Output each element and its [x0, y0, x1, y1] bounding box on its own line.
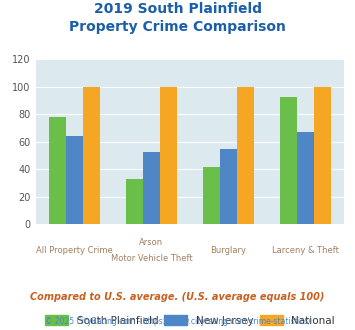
Text: Arson: Arson — [139, 238, 163, 247]
Bar — [203, 167, 220, 224]
Bar — [83, 87, 100, 224]
Text: Larceny & Theft: Larceny & Theft — [272, 246, 339, 255]
Legend: South Plainfield, New Jersey, National: South Plainfield, New Jersey, National — [45, 315, 334, 326]
Text: © 2025 CityRating.com - https://www.cityrating.com/crime-statistics/: © 2025 CityRating.com - https://www.city… — [45, 317, 310, 326]
Text: 2019 South Plainfield: 2019 South Plainfield — [93, 2, 262, 16]
Bar — [49, 117, 66, 224]
Bar — [143, 151, 160, 224]
Bar — [314, 87, 331, 224]
Bar — [297, 132, 314, 224]
Bar — [220, 149, 237, 224]
Text: Burglary: Burglary — [211, 246, 246, 255]
Bar — [160, 87, 177, 224]
Bar — [126, 179, 143, 224]
Text: All Property Crime: All Property Crime — [36, 246, 113, 255]
Bar — [280, 96, 297, 224]
Text: Motor Vehicle Theft: Motor Vehicle Theft — [110, 254, 192, 263]
Bar — [66, 136, 83, 224]
Text: Compared to U.S. average. (U.S. average equals 100): Compared to U.S. average. (U.S. average … — [30, 292, 325, 302]
Bar — [237, 87, 254, 224]
Text: Property Crime Comparison: Property Crime Comparison — [69, 20, 286, 34]
